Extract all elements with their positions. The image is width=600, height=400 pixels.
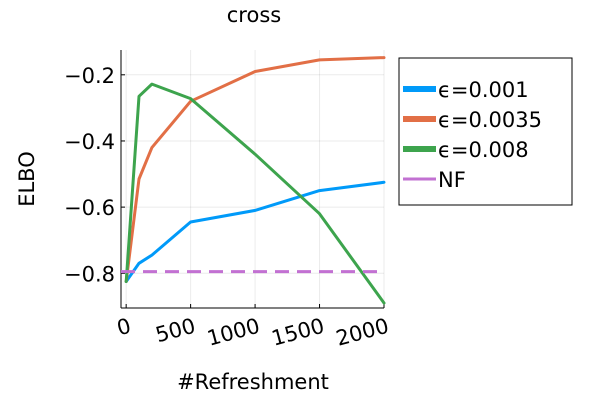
y-axis-ticks: −0.8 −0.6 −0.4 −0.2 <box>64 64 125 286</box>
legend-label: NF <box>438 168 466 192</box>
x-axis-ticks: 0 500 1000 1500 2000 <box>114 304 391 351</box>
legend-label: ϵ=0.0035 <box>438 108 542 132</box>
grid-lines <box>121 50 385 308</box>
y-tick-label: −0.8 <box>64 262 115 286</box>
legend-label: ϵ=0.001 <box>438 78 529 102</box>
y-tick-label: −0.2 <box>64 64 115 88</box>
legend-label: ϵ=0.008 <box>438 138 529 162</box>
x-tick-label: 2000 <box>333 314 391 351</box>
y-axis-label: ELBO <box>15 151 39 207</box>
x-tick-label: 500 <box>153 314 198 348</box>
series-line <box>124 82 386 305</box>
axes-frame <box>120 50 384 309</box>
series-lines <box>121 56 386 305</box>
y-tick-label: −0.6 <box>64 196 115 220</box>
series-line <box>124 180 386 283</box>
x-tick-label: 0 <box>114 314 133 341</box>
x-tick-label: 1500 <box>269 314 327 351</box>
x-axis-label: #Refreshment <box>177 370 329 394</box>
series-line <box>124 56 386 283</box>
y-tick-label: −0.4 <box>64 130 115 154</box>
legend: ϵ=0.001 ϵ=0.0035 ϵ=0.008 NF <box>398 57 573 206</box>
chart-title: cross <box>227 3 281 27</box>
x-tick-label: 1000 <box>205 314 263 351</box>
